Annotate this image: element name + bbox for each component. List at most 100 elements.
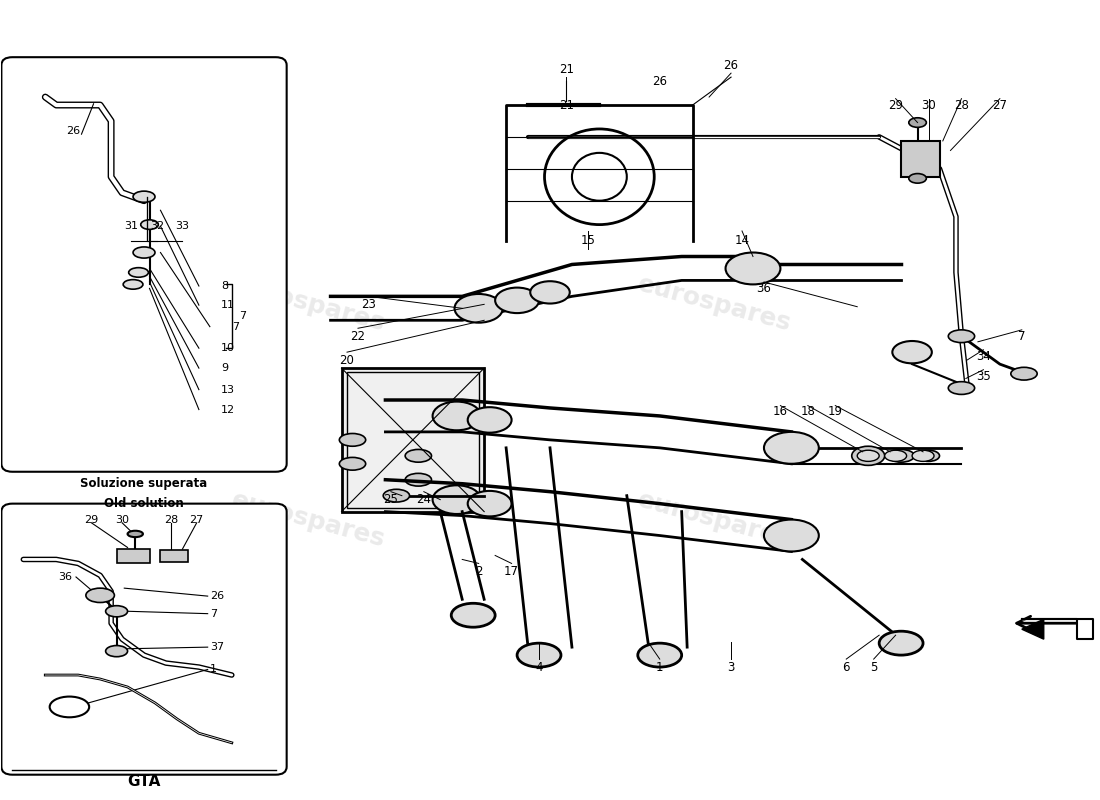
Text: 7: 7: [239, 311, 246, 322]
Ellipse shape: [128, 530, 143, 537]
Ellipse shape: [888, 450, 914, 462]
Ellipse shape: [909, 174, 926, 183]
Text: GTA: GTA: [128, 774, 161, 789]
Text: 11: 11: [221, 300, 234, 310]
Text: 32: 32: [150, 222, 164, 231]
Text: 10: 10: [221, 343, 234, 353]
Text: 7: 7: [210, 609, 217, 618]
Ellipse shape: [764, 432, 818, 464]
Text: 2: 2: [475, 565, 483, 578]
Ellipse shape: [912, 450, 934, 462]
Ellipse shape: [1011, 367, 1037, 380]
Ellipse shape: [432, 486, 481, 514]
Ellipse shape: [106, 646, 128, 657]
Ellipse shape: [726, 253, 780, 285]
Ellipse shape: [123, 280, 143, 289]
Ellipse shape: [129, 268, 149, 278]
Ellipse shape: [86, 588, 114, 602]
Text: 14: 14: [735, 234, 749, 247]
Text: Soluzione superata: Soluzione superata: [80, 478, 208, 490]
Text: 27: 27: [189, 514, 204, 525]
Text: 7: 7: [232, 322, 239, 332]
Text: eurospares: eurospares: [229, 272, 388, 337]
Text: 34: 34: [976, 350, 991, 362]
Ellipse shape: [133, 247, 155, 258]
Bar: [346, 372, 478, 508]
Ellipse shape: [432, 402, 481, 430]
Ellipse shape: [764, 519, 818, 551]
Bar: [901, 141, 939, 177]
Text: 5: 5: [870, 661, 878, 674]
Text: 26: 26: [210, 591, 224, 601]
Ellipse shape: [495, 287, 539, 313]
Text: 36: 36: [757, 282, 771, 295]
Ellipse shape: [383, 490, 409, 502]
Ellipse shape: [892, 341, 932, 363]
Text: 35: 35: [976, 370, 991, 382]
Text: 30: 30: [921, 98, 936, 111]
Text: 28: 28: [164, 514, 178, 525]
Text: Old solution: Old solution: [104, 497, 184, 510]
Polygon shape: [1022, 619, 1093, 639]
Text: 22: 22: [351, 330, 365, 342]
FancyBboxPatch shape: [1, 57, 287, 472]
Text: 37: 37: [210, 642, 224, 652]
Ellipse shape: [948, 382, 975, 394]
Text: 9: 9: [221, 363, 228, 373]
Ellipse shape: [530, 282, 570, 303]
FancyBboxPatch shape: [1, 504, 287, 774]
Text: 36: 36: [58, 572, 72, 582]
Ellipse shape: [857, 450, 879, 462]
Text: 27: 27: [992, 98, 1008, 111]
Bar: [117, 549, 150, 563]
Text: 21: 21: [559, 98, 574, 111]
Text: 24: 24: [416, 493, 431, 506]
Polygon shape: [1022, 619, 1044, 639]
Text: 18: 18: [801, 406, 815, 418]
Text: 31: 31: [124, 222, 138, 231]
Text: 8: 8: [221, 281, 228, 291]
Text: eurospares: eurospares: [229, 487, 388, 552]
Bar: [341, 368, 484, 512]
Text: 26: 26: [724, 58, 738, 72]
Ellipse shape: [468, 407, 512, 433]
Ellipse shape: [451, 603, 495, 627]
Text: 19: 19: [828, 406, 843, 418]
Ellipse shape: [405, 450, 431, 462]
Text: 12: 12: [221, 405, 235, 414]
Ellipse shape: [468, 491, 512, 516]
Ellipse shape: [339, 434, 365, 446]
Text: 17: 17: [504, 565, 519, 578]
Ellipse shape: [405, 474, 431, 486]
Ellipse shape: [50, 697, 89, 718]
Text: 7: 7: [1019, 330, 1025, 342]
Text: 15: 15: [581, 234, 596, 247]
Ellipse shape: [141, 220, 158, 230]
Text: 16: 16: [773, 406, 788, 418]
Text: 13: 13: [221, 385, 234, 394]
Ellipse shape: [879, 631, 923, 655]
Ellipse shape: [454, 294, 503, 322]
Ellipse shape: [106, 606, 128, 617]
Ellipse shape: [638, 643, 682, 667]
Ellipse shape: [909, 118, 926, 127]
Text: 26: 26: [66, 126, 80, 135]
Ellipse shape: [884, 450, 906, 462]
Text: 4: 4: [536, 661, 542, 674]
Text: 29: 29: [85, 514, 99, 525]
Text: 23: 23: [362, 298, 376, 311]
Text: 30: 30: [116, 514, 129, 525]
Text: 29: 29: [888, 98, 903, 111]
Text: 33: 33: [175, 222, 189, 231]
Text: 21: 21: [559, 62, 574, 76]
Bar: [161, 550, 188, 562]
Text: 26: 26: [652, 74, 668, 88]
Ellipse shape: [851, 446, 884, 466]
Ellipse shape: [133, 191, 155, 202]
Text: eurospares: eurospares: [635, 487, 794, 552]
Text: 3: 3: [727, 661, 735, 674]
Text: 25: 25: [384, 493, 398, 506]
Ellipse shape: [339, 458, 365, 470]
Text: 6: 6: [843, 661, 850, 674]
Ellipse shape: [517, 643, 561, 667]
